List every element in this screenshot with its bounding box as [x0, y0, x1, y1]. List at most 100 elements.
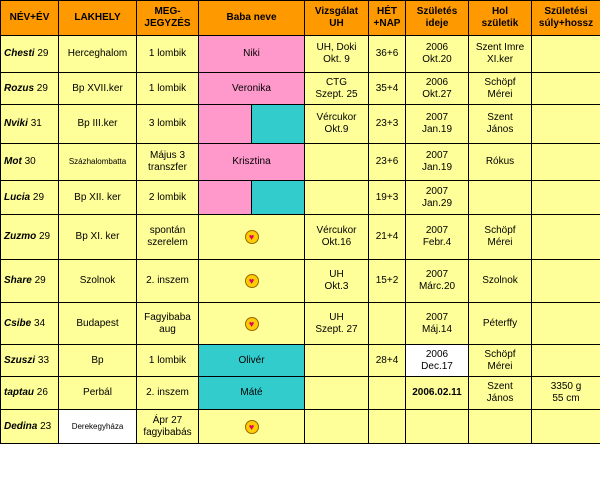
residence-cell: Herceghalom: [58, 35, 137, 73]
week-day-cell: [368, 409, 406, 444]
birth-date-cell: 2007 Jan.19: [405, 143, 469, 181]
birth-place-cell: [468, 409, 532, 444]
note-cell: 1 lombik: [136, 35, 199, 73]
member-age: 30: [24, 156, 36, 167]
exam-cell: Vércukor Okt.9: [304, 104, 369, 144]
baby-name-cell: [198, 409, 305, 444]
residence-cell: Bp: [58, 344, 137, 377]
note-cell: 2. inszem: [136, 259, 199, 303]
teal-block: [251, 181, 304, 214]
header-row: NÉV+ÉV LAKHELY MEG- JEGYZÉS Baba neve Vizsgá…: [0, 0, 600, 36]
note-cell: 1 lombik: [136, 72, 199, 105]
member-nick: Lucia: [4, 191, 31, 203]
member-cell: Lucia 29: [0, 180, 59, 215]
member-cell: Szuszi 33: [0, 344, 59, 377]
member-nick: taptau: [4, 387, 34, 398]
member-cell: Chesti 29: [0, 35, 59, 73]
baby-name-cell: Niki: [198, 35, 305, 73]
week-day-cell: 21+4: [368, 214, 406, 260]
baby-name-cell: Krisztina: [198, 143, 305, 181]
note-cell: 3 lombik: [136, 104, 199, 144]
header-name-age: NÉV+ÉV: [0, 0, 59, 36]
birth-weight-cell: [531, 72, 600, 105]
birth-weight-cell: 3350 g 55 cm: [531, 376, 600, 410]
member-age: 29: [39, 231, 51, 242]
header-exam: Vizsgálat UH: [304, 0, 369, 36]
exam-cell: UH Okt.3: [304, 259, 369, 303]
note-cell: Fagyibaba aug: [136, 302, 199, 345]
exam-cell: UH, Doki Okt. 9: [304, 35, 369, 73]
birth-place-cell: Szent János: [468, 376, 532, 410]
member-age: 29: [37, 48, 49, 59]
pink-block: [199, 105, 251, 143]
member-nick: Szuszi: [4, 354, 36, 366]
baby-name-cell: Veronika: [198, 72, 305, 105]
exam-cell: Vércukor Okt.16: [304, 214, 369, 260]
note-cell: 1 lombik: [136, 344, 199, 377]
member-age: 23: [40, 420, 52, 432]
residence-cell: Perbál: [58, 376, 137, 410]
header-baby-name: Baba neve: [198, 0, 305, 36]
week-day-cell: 23+3: [368, 104, 406, 144]
table-row: Chesti 29 Herceghalom 1 lombik Niki UH, Doki…: [0, 35, 600, 73]
member-age: 33: [37, 354, 50, 366]
table-row: Dedina 23 Derekegyháza Ápr 27 fagyibabás: [0, 409, 600, 444]
heart-smiley-icon: [244, 419, 259, 434]
member-age: 29: [36, 82, 48, 94]
birth-date-cell: 2007 Febr.4: [405, 214, 469, 260]
exam-cell: UH Szept. 27: [304, 302, 369, 345]
exam-cell: [304, 409, 369, 444]
exam-cell: [304, 143, 369, 181]
table-row: Nviki 31 Bp III.ker 3 lombik Vércukor Okt.9…: [0, 104, 600, 144]
week-day-cell: [368, 376, 406, 410]
baby-name-cell: [198, 180, 305, 215]
birth-place-cell: [468, 180, 532, 215]
residence-cell: Bp XI. ker: [58, 214, 137, 260]
member-nick: Chesti: [4, 48, 35, 59]
member-nick: Rozus: [4, 82, 34, 94]
birth-place-cell: Schöpf Mérei: [468, 214, 532, 260]
member-cell: Nviki 31: [0, 104, 59, 144]
birth-weight-cell: [531, 409, 600, 444]
table-row: Lucia 29 Bp XII. ker 2 lombik 19+3 2007 Jan.…: [0, 180, 600, 215]
heart-smiley-icon: [244, 274, 259, 288]
pregnancy-table: NÉV+ÉV LAKHELY MEG- JEGYZÉS Baba neve Vizsgá…: [0, 0, 600, 444]
member-cell: Mot 30: [0, 143, 59, 181]
week-day-cell: 23+6: [368, 143, 406, 181]
header-birth-place: Hol születik: [468, 0, 532, 36]
header-week-day: HÉT +NAP: [368, 0, 406, 36]
birth-weight-cell: [531, 35, 600, 73]
residence-cell: Bp XVII.ker: [58, 72, 137, 105]
table-row: Rozus 29 Bp XVII.ker 1 lombik Veronika CTG S…: [0, 72, 600, 105]
birth-place-cell: Schöpf Mérei: [468, 72, 532, 105]
note-cell: spontán szerelem: [136, 214, 199, 260]
member-nick: Mot: [4, 156, 22, 167]
residence-cell: Szolnok: [58, 259, 137, 303]
birth-weight-cell: [531, 104, 600, 144]
birth-weight-cell: [531, 344, 600, 377]
birth-weight-cell: [531, 180, 600, 215]
pink-block: [199, 181, 251, 214]
birth-date-cell: 2006 Okt.20: [405, 35, 469, 73]
member-cell: Share 29: [0, 259, 59, 303]
birth-place-cell: Rókus: [468, 143, 532, 181]
teal-block: [251, 105, 304, 143]
member-cell: Zuzmo 29: [0, 214, 59, 260]
exam-cell: CTG Szept. 25: [304, 72, 369, 105]
baby-name-cell: [198, 259, 305, 303]
member-age: 29: [32, 191, 45, 203]
note-cell: 2 lombik: [136, 180, 199, 215]
member-age: 34: [34, 317, 46, 329]
member-cell: Csibe 34: [0, 302, 59, 345]
table-row: Mot 30 Százhalombatta Május 3 transzfer Kri…: [0, 143, 600, 181]
note-cell: Május 3 transzfer: [136, 143, 199, 181]
member-nick: Csibe: [4, 317, 32, 329]
birth-weight-cell: [531, 214, 600, 260]
week-day-cell: 15+2: [368, 259, 406, 303]
member-nick: Dedina: [4, 420, 38, 432]
residence-cell: Százhalombatta: [58, 143, 137, 181]
member-cell: Rozus 29: [0, 72, 59, 105]
birth-place-cell: Péterffy: [468, 302, 532, 345]
